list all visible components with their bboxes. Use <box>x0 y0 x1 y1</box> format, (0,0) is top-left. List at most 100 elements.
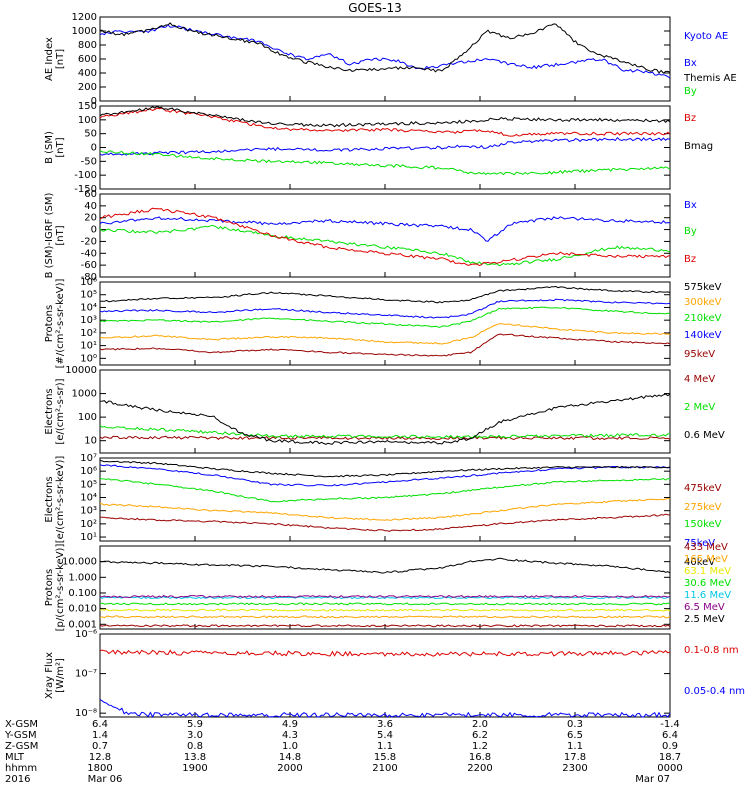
y-tick-label: -40 <box>81 248 97 259</box>
y-tick-label: 800 <box>78 40 97 51</box>
ephemeris-value: 1.4 <box>92 730 108 741</box>
panel-frame <box>99 193 671 278</box>
ephemeris-value: 18.7 <box>659 752 681 763</box>
ephemeris-value: 4.3 <box>282 730 298 741</box>
y-axis-label: Protons <box>44 305 55 342</box>
legend-entry: 4 MeV <box>684 374 715 385</box>
series-line <box>100 513 671 532</box>
ephemeris-value: 1800 <box>87 763 112 774</box>
y-axis-label: Protons <box>44 569 55 606</box>
y-axis-label: Xray Flux <box>44 652 55 699</box>
ephemeris-value: 1.1 <box>567 741 583 752</box>
y-axis-label: [nT] <box>55 137 66 157</box>
legend-entry: 165 MeV <box>684 554 728 565</box>
ephemeris-value: 2.0 <box>472 719 488 730</box>
y-tick-label: -20 <box>81 236 97 247</box>
series-line <box>99 285 671 304</box>
legend-entry: 75keV <box>684 538 715 549</box>
y-tick-label: 40 <box>84 201 97 212</box>
series-line <box>99 224 671 267</box>
y-tick-label: 10⁰ <box>80 353 97 364</box>
y-tick-label: -150 <box>74 184 97 195</box>
ephemeris-value: 0.3 <box>567 719 583 730</box>
y-tick-label: 10⁴ <box>80 302 97 313</box>
y-tick-label: 150 <box>78 101 97 112</box>
y-tick-label: 1000 <box>72 389 97 400</box>
y-tick-label: 0.010 <box>68 604 97 615</box>
y-tick-label: 10² <box>80 519 97 530</box>
legend-entry: 2.5 MeV <box>684 614 725 625</box>
legend-entry: Kyoto AE <box>684 31 728 42</box>
y-axis-label: [nT] <box>55 49 66 69</box>
y-tick-label: 0 <box>91 225 97 236</box>
series-line <box>99 306 671 328</box>
y-tick-label: 10.000 <box>62 557 97 568</box>
panel-ae: 0 200 400 600 800 1000 1200 AE Index [nT] Kyoto A… <box>44 12 737 107</box>
y-tick-label: 50 <box>84 129 97 140</box>
legend-entry: By <box>684 226 697 237</box>
ephemeris-value: 2100 <box>372 763 397 774</box>
legend-entry: Bx <box>684 200 697 211</box>
y-tick-label: 400 <box>78 68 97 79</box>
ephemeris-value: 0.7 <box>92 741 108 752</box>
ephemeris-row-label: 2016 <box>5 774 30 785</box>
y-axis-label: [e/(cm²-s-sr-keV)] <box>55 456 66 544</box>
legend-entry: 6.5 MeV <box>684 602 725 613</box>
ephemeris-value: 3.6 <box>377 719 393 730</box>
ephemeris-value: 1900 <box>182 763 207 774</box>
ephemeris-value: 1.2 <box>472 741 488 752</box>
y-axis-label: [e/(cm²-s-sr)] <box>55 378 66 444</box>
y-tick-label: 10⁻⁶ <box>75 629 97 640</box>
y-tick-label: -60 <box>81 260 97 271</box>
series-line <box>99 459 671 478</box>
legend-entry: 575keV <box>684 282 722 293</box>
ephemeris-value: 17.8 <box>564 752 586 763</box>
panel-electrons_high: 10 100 1000 10000 Electrons [e/(cm²-s-sr)] 4 M… <box>44 365 725 454</box>
plot-title: GOES-13 <box>348 1 402 15</box>
ephemeris-value: 2200 <box>467 763 492 774</box>
y-tick-label: 100 <box>78 115 97 126</box>
series-line <box>99 464 671 487</box>
ephemeris-value: 0000 <box>657 763 682 774</box>
panel-xray: 10⁻⁸ 10⁻⁷ 10⁻⁶ Xray Flux [W/m²] 0.1-0.8 nm 0.0… <box>44 629 745 719</box>
ephemeris-value: 6.4 <box>92 719 108 730</box>
x-axis-ephemeris: X-GSMY-GSMZ-GSMMLThhmm20166.41.40.712.81… <box>4 719 683 785</box>
ephemeris-value: 6.4 <box>662 730 678 741</box>
legend-entry: 0.6 MeV <box>684 430 725 441</box>
ephemeris-value: 3.0 <box>187 730 203 741</box>
y-tick-label: 10⁴ <box>80 493 97 504</box>
ephemeris-row-label: MLT <box>5 752 25 763</box>
series-line <box>99 333 671 357</box>
ephemeris-row-label: Z-GSM <box>5 741 38 752</box>
series-line <box>99 393 671 445</box>
series-line <box>99 698 671 719</box>
legend-entry: 30.6 MeV <box>684 578 731 589</box>
y-tick-label: 200 <box>78 82 97 93</box>
series-line <box>99 216 671 242</box>
y-tick-label: 10000 <box>65 365 97 376</box>
y-tick-label: 10⁻⁷ <box>75 669 97 680</box>
y-tick-label: 10¹ <box>80 532 97 543</box>
ephemeris-value: 15.8 <box>374 752 396 763</box>
ephemeris-value: -1.4 <box>660 719 680 730</box>
legend-entry: 63.1 MeV <box>684 566 731 577</box>
ephemeris-value: 1.1 <box>377 741 393 752</box>
ephemeris-value: 16.8 <box>469 752 491 763</box>
y-tick-label: 0.100 <box>68 588 97 599</box>
y-axis-label: [#/(cm²-s-sr-keV)] <box>55 279 66 369</box>
panel-electrons_low: 10¹ 10² 10³ 10⁴ 10⁵ 10⁶ 10⁷ Electrons [e/(cm²-s-… <box>44 453 722 568</box>
legend-entry: Bz <box>684 254 696 265</box>
ephemeris-value: 6.2 <box>472 730 488 741</box>
ephemeris-value: 12.8 <box>89 752 111 763</box>
ephemeris-row-label: Y-GSM <box>4 730 37 741</box>
legend-entry: 275keV <box>684 502 722 513</box>
legend-entry: Bmag <box>684 141 713 152</box>
panel-frame <box>99 633 671 718</box>
panel-protons_high: 0.001 0.010 0.100 1.000 10.000 Protons [p/(cm²… <box>44 542 731 631</box>
series-line <box>99 150 671 176</box>
ephemeris-value: Mar 06 <box>88 774 123 785</box>
y-axis-label: [nT] <box>55 225 66 245</box>
